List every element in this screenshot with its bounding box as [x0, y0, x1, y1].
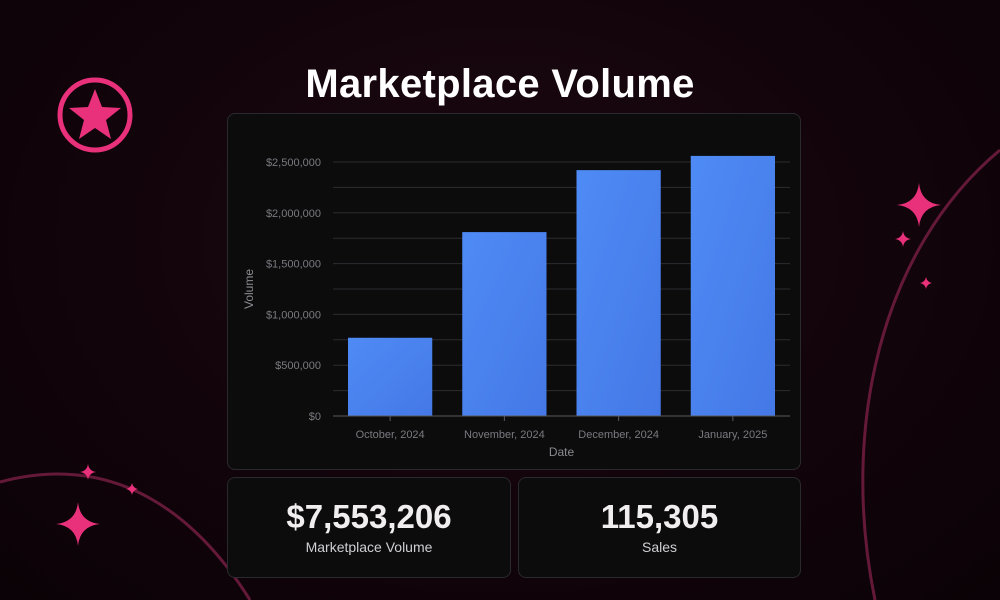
star-logo-icon — [57, 77, 133, 153]
bar — [576, 170, 661, 416]
sparkle-icon — [80, 464, 96, 480]
sparkle-icon — [56, 502, 100, 546]
bar — [690, 155, 775, 416]
y-tick-label: $0 — [309, 411, 321, 423]
stat-value: $7,553,206 — [286, 498, 452, 535]
page-title: Marketplace Volume — [305, 62, 695, 106]
stat-card-volume: $7,553,206 Marketplace Volume — [227, 477, 511, 578]
stat-label: Marketplace Volume — [305, 539, 433, 555]
x-tick-label: November, 2024 — [464, 429, 545, 441]
stat-card-sales: 115,305 Sales — [518, 477, 801, 578]
chart-card: $0 $500,000 $1,000,000 $1,500,000 $2,000,000… — [227, 113, 801, 470]
stat-label: Sales — [641, 539, 678, 555]
y-tick-label: $2,000,000 — [266, 208, 321, 220]
x-tick-label: December, 2024 — [578, 429, 659, 441]
bar — [462, 232, 547, 416]
bar-chart: $0 $500,000 $1,000,000 $1,500,000 $2,000,000… — [242, 155, 790, 459]
sparkle-icon — [897, 183, 941, 227]
y-tick-label: $1,500,000 — [266, 259, 321, 271]
x-axis-title: Date — [549, 445, 575, 459]
sparkle-icon — [920, 277, 932, 289]
stat-value: 115,305 — [600, 498, 719, 535]
y-tick-label: $1,000,000 — [266, 309, 321, 321]
x-tick-label: January, 2025 — [698, 429, 767, 441]
sparkle-icon — [895, 231, 911, 247]
sparkle-icon — [126, 483, 138, 495]
y-axis-title: Volume — [242, 269, 256, 309]
y-tick-label: $2,500,000 — [266, 157, 321, 169]
bar — [348, 337, 433, 416]
x-tick-label: October, 2024 — [356, 429, 425, 441]
y-tick-label: $500,000 — [275, 360, 321, 372]
